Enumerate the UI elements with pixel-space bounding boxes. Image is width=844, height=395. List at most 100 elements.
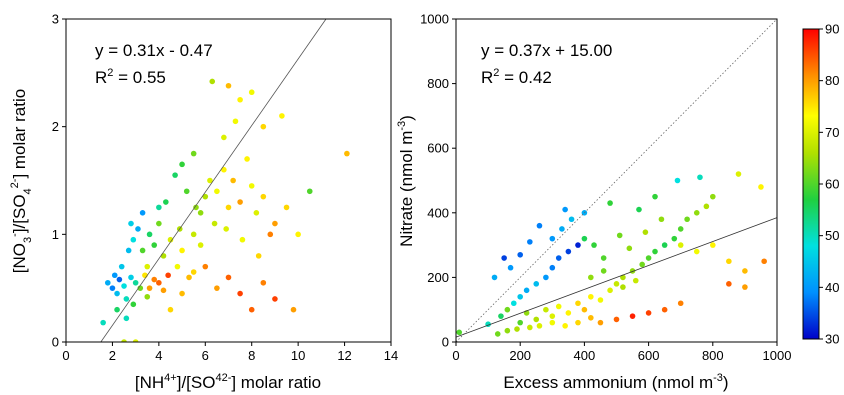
- scatter-point: [111, 272, 118, 279]
- scatter-point: [588, 293, 594, 300]
- scatter-point: [597, 319, 604, 326]
- scatter-point: [562, 206, 568, 213]
- scatter-point: [581, 306, 588, 313]
- scatter-point: [267, 231, 274, 238]
- scatter-point: [607, 200, 613, 206]
- scatter-point: [223, 226, 229, 232]
- left-x-axis-label: [NH4+]/[SO42-] molar ratio: [135, 372, 321, 392]
- scatter-point: [514, 326, 520, 332]
- scatter-point: [197, 210, 204, 216]
- scatter-point: [183, 188, 190, 195]
- x-tick-label: 12: [337, 348, 351, 363]
- scatter-point: [272, 220, 278, 227]
- scatter-point: [165, 272, 171, 279]
- scatter-point: [536, 323, 543, 329]
- scatter-point: [248, 89, 255, 96]
- colorbar: 90 80 70 60 50 40 30: [802, 22, 839, 347]
- scatter-point: [597, 297, 604, 303]
- scatter-point: [677, 226, 684, 232]
- scatter-point: [144, 263, 151, 270]
- x-tick-label: 6: [202, 348, 209, 363]
- y-tick-label: 0: [52, 335, 59, 350]
- scatter-point: [239, 236, 246, 243]
- y-tick-label: 1000: [420, 12, 449, 27]
- scatter-point: [543, 306, 549, 313]
- scatter-point: [533, 316, 540, 323]
- scatter-point: [575, 319, 581, 326]
- scatter-point: [260, 193, 267, 200]
- scatter-point: [645, 255, 652, 261]
- scatter-point: [146, 285, 153, 291]
- scatter-point: [130, 301, 137, 308]
- scatter-point: [260, 123, 267, 130]
- right-plot-frame: [455, 18, 778, 343]
- scatter-point: [244, 156, 250, 162]
- scatter-point: [559, 226, 565, 232]
- scatter-point: [135, 226, 141, 232]
- scatter-point: [179, 247, 185, 254]
- right-y-axis-label: Nitrate (nmol m-3): [396, 115, 416, 247]
- x-tick-label: 4: [155, 348, 162, 363]
- scatter-point: [237, 199, 243, 205]
- scatter-point: [209, 78, 216, 85]
- scatter-point: [128, 274, 134, 281]
- scatter-point: [742, 284, 748, 290]
- scatter-point: [620, 284, 626, 290]
- scatter-point: [283, 204, 290, 211]
- scatter-point: [221, 166, 227, 173]
- scatter-point: [190, 269, 197, 275]
- scatter-point: [123, 296, 130, 302]
- scatter-point: [626, 245, 633, 252]
- scatter-point: [207, 177, 213, 184]
- scatter-point: [613, 316, 620, 323]
- scatter-point: [121, 283, 127, 289]
- colorbar-tick-label: 50: [825, 228, 839, 243]
- scatter-point: [703, 203, 710, 210]
- scatter-point: [632, 277, 639, 284]
- x-tick-label: 10: [291, 348, 305, 363]
- scatter-point: [501, 255, 507, 261]
- scatter-point: [661, 306, 668, 313]
- scatter-point: [151, 242, 158, 248]
- scatter-point: [114, 306, 120, 313]
- scatter-point: [758, 184, 764, 190]
- scatter-point: [186, 274, 192, 281]
- scatter-point: [674, 177, 681, 184]
- scatter-point: [272, 296, 278, 302]
- scatter-point: [697, 174, 703, 181]
- scatter-point: [225, 274, 232, 281]
- left-y-axis-label: [NO3-]/[SO42-] molar ratio: [9, 89, 34, 273]
- colorbar-ticks: 90 80 70 60 50 40 30: [819, 22, 839, 347]
- x-tick-label: 800: [702, 348, 724, 363]
- scatter-point: [693, 248, 700, 255]
- scatter-point: [549, 264, 556, 271]
- scatter-point: [543, 274, 549, 281]
- x-tick-label: 0: [62, 348, 69, 363]
- scatter-point: [109, 285, 116, 291]
- scatter-point: [214, 285, 220, 291]
- scatter-point: [607, 287, 613, 294]
- scatter-point: [232, 118, 239, 125]
- scatter-point: [562, 323, 568, 329]
- scatter-point: [163, 199, 169, 205]
- scatter-point: [214, 188, 220, 195]
- scatter-point: [504, 306, 511, 313]
- scatter-point: [568, 216, 575, 223]
- scatter-point: [132, 279, 139, 286]
- scatter-point: [523, 287, 530, 294]
- scatter-point: [193, 204, 199, 211]
- scatter-point: [260, 279, 267, 286]
- scatter-point: [726, 258, 732, 265]
- scatter-point: [255, 253, 262, 259]
- x-tick-label: 1000: [763, 348, 792, 363]
- scatter-point: [507, 264, 514, 271]
- scatter-point: [536, 222, 543, 229]
- scatter-point: [146, 231, 153, 238]
- scatter-point: [620, 274, 626, 281]
- colorbar-tick-label: 30: [825, 332, 839, 347]
- y-tick-label: 400: [427, 205, 449, 220]
- x-tick-label: 8: [248, 348, 255, 363]
- x-tick-label: 600: [638, 348, 660, 363]
- colorbar-tick-label: 40: [825, 280, 839, 295]
- scatter-point: [125, 247, 132, 254]
